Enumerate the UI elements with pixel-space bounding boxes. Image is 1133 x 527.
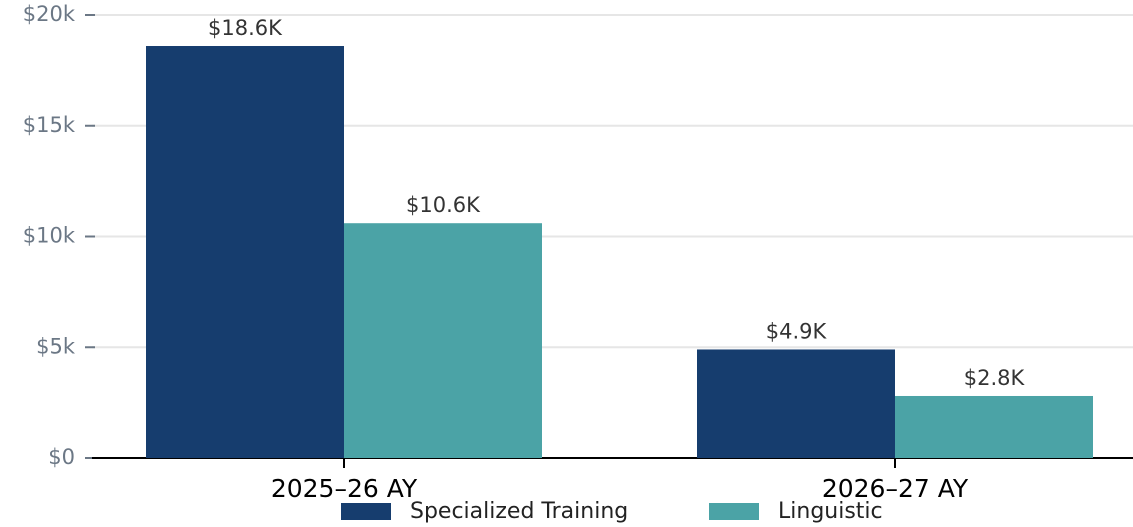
value-label: $2.8K — [964, 366, 1026, 390]
bar — [895, 395, 1093, 458]
y-tick-label: $10k — [23, 224, 76, 248]
bar — [146, 46, 344, 458]
bar — [344, 223, 542, 458]
legend-label: Specialized Training — [410, 499, 628, 524]
y-tick-label: $20k — [23, 2, 76, 26]
x-tick-label: 2025–26 AY — [271, 474, 418, 503]
legend-swatch — [709, 503, 759, 520]
bar — [697, 349, 895, 458]
legend-swatch — [341, 503, 391, 520]
value-label: $18.6K — [208, 16, 283, 40]
value-label: $10.6K — [406, 193, 481, 217]
y-tick-label: $15k — [23, 113, 76, 137]
x-tick-label: 2026–27 AY — [822, 474, 969, 503]
y-tick-label: $0 — [48, 445, 75, 469]
y-tick-label: $5k — [36, 334, 76, 358]
value-label: $4.9K — [766, 319, 828, 343]
legend-label: Linguistic — [778, 499, 883, 524]
